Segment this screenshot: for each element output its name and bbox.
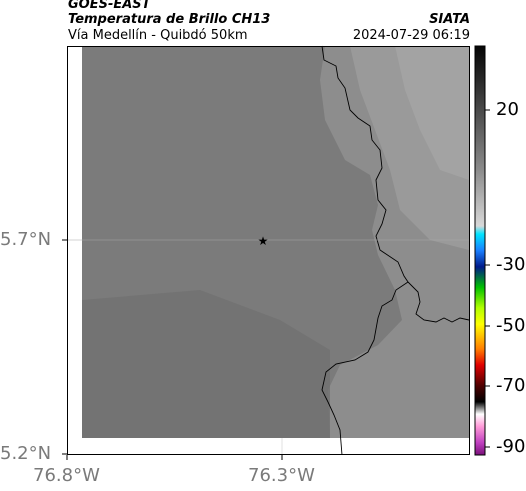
bright-region-peak bbox=[395, 46, 469, 180]
y-tick-label-5.7N: 5.7°N bbox=[0, 229, 52, 250]
region-subtitle: Vía Medellín - Quibdó 50km bbox=[68, 28, 248, 43]
satellite-title: GOES-EAST bbox=[68, 0, 151, 12]
colorbar-label-m50: -50 bbox=[496, 315, 526, 336]
colorbar-label-m90: -90 bbox=[496, 436, 526, 457]
y-tick-label-5.2N: 5.2°N bbox=[0, 443, 52, 464]
map-border bbox=[67, 46, 470, 455]
datetime-label: 2024-07-29 06:19 bbox=[352, 28, 470, 43]
colorbar bbox=[474, 45, 486, 456]
location-star-icon: ★ bbox=[258, 234, 269, 248]
source-label: SIATA bbox=[429, 12, 470, 27]
x-tick-label-76.3W: 76.3°W bbox=[248, 465, 315, 486]
colorbar-label-20: 20 bbox=[496, 99, 519, 120]
boundary-line bbox=[321, 45, 409, 456]
x-tick-label-76.8W: 76.8°W bbox=[33, 465, 100, 486]
dark-region bbox=[82, 290, 330, 438]
colorbar-label-m70: -70 bbox=[496, 375, 526, 396]
colorbar-label-m30: -30 bbox=[496, 254, 526, 275]
product-title: Temperatura de Brillo CH13 bbox=[68, 12, 271, 27]
boundary-line-east bbox=[407, 281, 470, 323]
